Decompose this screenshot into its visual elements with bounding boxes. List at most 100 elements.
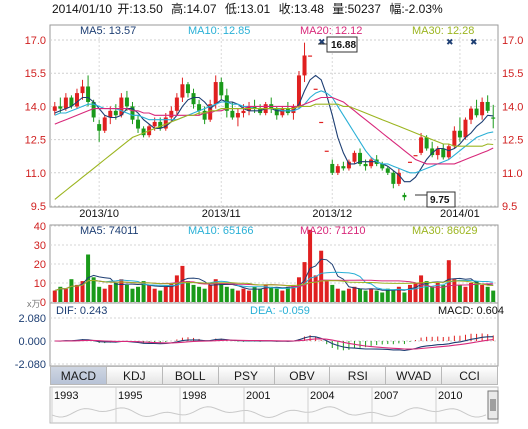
volume-bar [474, 281, 479, 302]
tab-boll[interactable]: BOLL [162, 366, 219, 385]
tab-psy[interactable]: PSY [218, 366, 275, 385]
candle [452, 130, 457, 147]
candle [230, 110, 235, 118]
candle [97, 124, 102, 131]
volume-ma5-label: MA5: 74011 [80, 225, 139, 237]
candle [302, 55, 307, 76]
volume-bar [58, 286, 63, 302]
price-y-tick-left: 15.5 [25, 68, 46, 80]
volume-bar [413, 283, 418, 302]
header-low: 低:13.01 [225, 2, 271, 16]
volume-bar [97, 286, 102, 302]
volume-bar [202, 288, 207, 302]
timeline-year: 2010 [438, 390, 462, 402]
volume-bar [391, 290, 396, 302]
volume-bar [324, 281, 329, 302]
volume-bar [136, 286, 141, 302]
volume-y-tick: 0 [40, 297, 46, 309]
timeline-year: 1993 [54, 390, 78, 402]
volume-bar [108, 284, 113, 302]
candle [241, 110, 246, 114]
high-annotation: 16.88 [318, 36, 358, 53]
ma30-line [54, 103, 494, 200]
volume-bar [385, 288, 390, 302]
volume-bar [430, 286, 435, 302]
volume-bar [197, 286, 202, 302]
price-y-tick-left: 14.0 [25, 101, 46, 113]
volume-bar [102, 288, 107, 302]
dea-line [54, 338, 494, 350]
volume-y-tick: 20 [34, 259, 46, 271]
volume-ma10-label: MA10: 65166 [188, 225, 253, 237]
candle [252, 106, 257, 109]
header-close: 收:13.48 [279, 2, 325, 16]
candle [86, 86, 91, 102]
volume-bar [169, 283, 174, 302]
volume-bar [208, 284, 213, 302]
tab-kdj[interactable]: KDJ [106, 366, 163, 385]
candle [208, 104, 213, 120]
tab-obv[interactable]: OBV [274, 366, 331, 385]
candle [457, 130, 462, 138]
candle [441, 148, 446, 158]
volume-bar [191, 284, 196, 302]
volume-bar [158, 290, 163, 302]
candle [213, 82, 218, 105]
tab-cci[interactable]: CCI [442, 366, 498, 385]
macd-y-tick: -2.080 [15, 359, 46, 371]
candle [491, 117, 496, 119]
volume-bar [141, 281, 146, 302]
candle [296, 75, 301, 107]
volume-bar [352, 286, 357, 302]
volume-bar [63, 288, 68, 302]
volume-ma20-label: MA20: 71210 [300, 225, 365, 237]
timeline-year: 1998 [182, 390, 206, 402]
candle [102, 117, 107, 131]
timeline-year: 2001 [246, 390, 270, 402]
header-high: 高:14.07 [171, 1, 217, 16]
price-panel [49, 24, 499, 208]
candle [430, 148, 435, 156]
volume-bar [219, 283, 224, 302]
volume-bar [69, 279, 74, 302]
volume-bar [74, 284, 79, 302]
volume-bar [285, 286, 290, 302]
candle [91, 101, 96, 118]
price-x-tick: 2013/11 [202, 208, 241, 220]
price-ma10-label: MA10: 12.85 [188, 25, 250, 37]
candle [202, 110, 207, 120]
volume-bar [396, 286, 401, 302]
candle [369, 159, 374, 167]
volume-bar [113, 283, 118, 302]
tab-macd[interactable]: MACD [50, 366, 107, 385]
timeline-year: 2007 [374, 390, 398, 402]
candle [124, 97, 129, 107]
candle [152, 121, 157, 127]
volume-bar [152, 288, 157, 302]
volume-bar [296, 277, 301, 302]
volume-bar [180, 265, 185, 302]
volume-bar [230, 288, 235, 302]
high-annotation-label: 16.88 [331, 40, 356, 51]
candle [219, 82, 224, 96]
header-change: 幅:-2.03% [389, 1, 443, 16]
header-quote: 2014/01/10 开:13.50 高:14.07 低:13.01 收:13.… [52, 1, 443, 16]
volume-bar [241, 288, 246, 302]
cross-marker-icon: ✖ [318, 37, 326, 47]
price-y-tick-left: 12.5 [25, 135, 46, 147]
tab-rsi[interactable]: RSI [330, 366, 387, 385]
timeline-handle[interactable] [487, 390, 499, 420]
candle [63, 97, 68, 109]
volume-bar [80, 281, 85, 302]
volume-bar [491, 290, 496, 302]
candle [52, 106, 57, 111]
candle [313, 88, 318, 90]
candle [480, 101, 485, 116]
volume-bar [419, 275, 424, 302]
price-ma5-label: MA5: 13.57 [80, 25, 136, 37]
candle [69, 97, 74, 107]
candle [358, 152, 363, 164]
tab-wvad[interactable]: WVAD [386, 366, 443, 385]
low-annotation-label: 9.75 [430, 195, 450, 206]
volume-bar [302, 262, 307, 302]
